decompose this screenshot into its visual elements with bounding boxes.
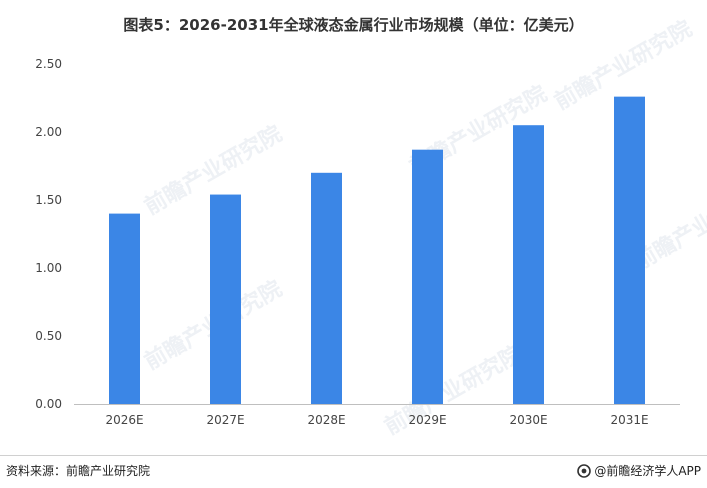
bar-2031E	[614, 96, 645, 404]
brand-text: @前瞻经济学人APP	[594, 464, 701, 478]
x-tick-label: 2031E	[610, 413, 648, 427]
y-tick-label: 1.00	[35, 261, 62, 275]
y-tick-label: 0.50	[35, 329, 62, 343]
y-tick-label: 2.00	[35, 125, 62, 139]
bar-2027E	[210, 194, 241, 404]
y-tick-label: 2.50	[35, 57, 62, 71]
x-tick-labels: 2026E 2027E 2028E 2029E 2030E 2031E	[105, 413, 648, 427]
bar-series	[109, 96, 645, 404]
y-tick-label: 1.50	[35, 193, 62, 207]
x-tick-label: 2027E	[206, 413, 244, 427]
watermark-text: 前瞻产业研究院	[380, 341, 526, 441]
x-tick-label: 2026E	[105, 413, 143, 427]
bar-2030E	[513, 125, 544, 404]
x-tick-label: 2030E	[509, 413, 547, 427]
y-tick-labels: 0.00 0.50 1.00 1.50 2.00 2.50	[35, 57, 62, 411]
bar-2028E	[311, 172, 342, 404]
qianzhan-logo-icon	[577, 463, 592, 478]
y-tick-label: 0.00	[35, 397, 62, 411]
brand-credit: @前瞻经济学人APP	[577, 462, 701, 479]
footer-divider	[0, 455, 707, 456]
x-tick-label: 2029E	[408, 413, 446, 427]
bar-2026E	[109, 213, 140, 404]
x-tick-label: 2028E	[307, 413, 345, 427]
bar-2029E	[412, 149, 443, 404]
chart-title: 图表5：2026-2031年全球液态金属行业市场规模（单位：亿美元）	[123, 16, 584, 34]
source-note: 资料来源：前瞻产业研究院	[6, 464, 151, 478]
